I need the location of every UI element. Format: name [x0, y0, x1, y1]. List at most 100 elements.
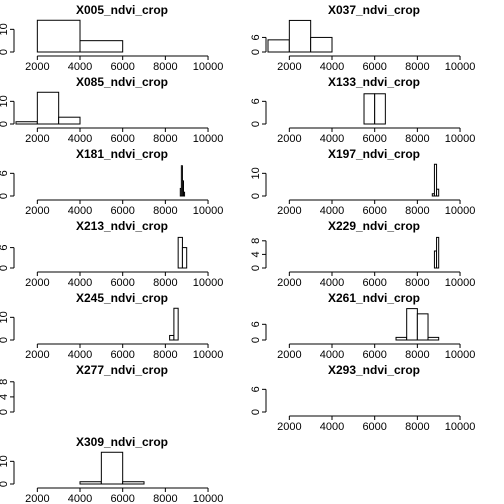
x-tick-label: 6000	[362, 133, 386, 145]
x-tick-label: 8000	[153, 61, 177, 73]
bar	[169, 334, 175, 341]
bar	[182, 191, 186, 197]
x-tick-label: 2000	[277, 205, 301, 217]
x-tick-label: 6000	[110, 133, 134, 145]
bar	[374, 93, 386, 125]
x-tick-label: 4000	[320, 205, 344, 217]
y-tick-label: 4	[0, 394, 10, 400]
bar	[436, 188, 440, 197]
x-tick-label: 6000	[110, 277, 134, 289]
x-tick-label: 10000	[445, 277, 476, 289]
panel-title: X133_ndvi_crop	[328, 75, 420, 89]
x-tick-label: 10000	[445, 61, 476, 73]
y-tick-label: 0	[0, 121, 10, 127]
y-tick-label: 0	[250, 337, 262, 343]
y-tick-label: 0	[0, 481, 10, 487]
y-tick-label: 0	[0, 193, 10, 199]
y-tick-label: 10	[0, 23, 10, 35]
x-tick-label: 4000	[320, 349, 344, 361]
bar	[427, 336, 440, 341]
y-tick-label: 0	[250, 265, 262, 271]
x-tick-label: 6000	[110, 61, 134, 73]
bar	[267, 39, 290, 53]
x-tick-label: 6000	[362, 205, 386, 217]
panel-title: X197_ndvi_crop	[328, 147, 420, 161]
x-tick-label: 2000	[25, 133, 49, 145]
x-tick-label: 2000	[25, 493, 49, 504]
x-tick-label: 8000	[405, 277, 429, 289]
x-tick-label: 4000	[68, 493, 92, 504]
y-tick-label: 0	[0, 265, 10, 271]
y-tick-label: 0	[0, 337, 10, 343]
x-tick-label: 4000	[320, 61, 344, 73]
x-tick-label: 4000	[320, 421, 344, 433]
x-tick-label: 10000	[445, 205, 476, 217]
x-tick-label: 6000	[110, 493, 134, 504]
x-tick-label: 2000	[277, 133, 301, 145]
x-tick-label: 10000	[445, 421, 476, 433]
x-tick-label: 10000	[193, 349, 224, 361]
y-tick-label: 6	[0, 170, 10, 176]
bar	[15, 121, 38, 125]
x-tick-label: 8000	[153, 205, 177, 217]
x-tick-label: 2000	[277, 349, 301, 361]
bar	[406, 308, 418, 341]
y-tick-label: 0	[250, 49, 262, 55]
y-tick-label: 6	[250, 34, 262, 40]
x-tick-label: 2000	[277, 61, 301, 73]
bar	[436, 236, 440, 269]
y-tick-label: 0	[0, 409, 10, 415]
x-tick-label: 4000	[320, 277, 344, 289]
y-tick-label: 10	[250, 167, 262, 179]
bar	[173, 307, 179, 341]
panel-title: X261_ndvi_crop	[328, 291, 420, 305]
y-tick-label: 10	[0, 95, 10, 107]
panel-title: X037_ndvi_crop	[328, 3, 420, 17]
bar	[36, 19, 81, 53]
x-tick-label: 8000	[405, 133, 429, 145]
y-tick-label: 0	[250, 409, 262, 415]
x-tick-label: 8000	[153, 493, 177, 504]
x-tick-label: 6000	[362, 421, 386, 433]
x-tick-label: 4000	[68, 277, 92, 289]
panel-title: X229_ndvi_crop	[328, 219, 420, 233]
x-tick-label: 2000	[25, 205, 49, 217]
bar	[288, 19, 312, 53]
bar	[433, 163, 438, 197]
panel-title: X213_ndvi_crop	[76, 219, 168, 233]
x-tick-label: 2000	[277, 421, 301, 433]
y-tick-label: 10	[0, 311, 10, 323]
bar	[79, 481, 102, 485]
x-tick-label: 2000	[25, 349, 49, 361]
x-tick-label: 8000	[405, 205, 429, 217]
y-tick-label: 6	[250, 321, 262, 327]
x-tick-label: 4000	[68, 205, 92, 217]
x-tick-label: 4000	[68, 61, 92, 73]
x-tick-label: 8000	[153, 277, 177, 289]
x-tick-label: 10000	[445, 133, 476, 145]
y-tick-label: 6	[250, 386, 262, 392]
x-tick-label: 4000	[68, 349, 92, 361]
bar	[181, 247, 188, 269]
panel-title: X293_ndvi_crop	[328, 363, 420, 377]
bar	[310, 36, 333, 53]
x-tick-label: 10000	[193, 205, 224, 217]
x-tick-label: 2000	[277, 277, 301, 289]
x-tick-label: 8000	[405, 61, 429, 73]
x-tick-label: 10000	[445, 349, 476, 361]
x-tick-label: 4000	[320, 133, 344, 145]
y-tick-label: 4	[250, 251, 262, 257]
x-tick-label: 8000	[153, 133, 177, 145]
x-tick-label: 10000	[193, 61, 224, 73]
x-tick-label: 6000	[110, 349, 134, 361]
bar	[79, 40, 124, 53]
x-tick-label: 2000	[25, 61, 49, 73]
y-tick-label: 0	[0, 49, 10, 55]
bar	[416, 313, 429, 341]
panel-title: X245_ndvi_crop	[76, 291, 168, 305]
bar	[122, 481, 145, 485]
bar	[177, 236, 183, 269]
y-tick-label: 6	[0, 245, 10, 251]
bar	[58, 116, 81, 125]
